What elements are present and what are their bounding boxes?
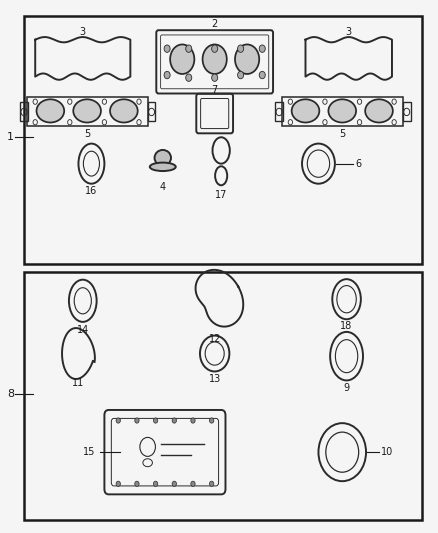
- Circle shape: [172, 481, 177, 487]
- Circle shape: [170, 44, 194, 74]
- Ellipse shape: [73, 99, 101, 123]
- Circle shape: [172, 418, 177, 423]
- Text: 3: 3: [80, 27, 86, 37]
- Bar: [148, 102, 155, 122]
- Circle shape: [135, 418, 139, 423]
- Circle shape: [186, 74, 192, 82]
- Bar: [27, 98, 148, 126]
- Text: 13: 13: [208, 374, 221, 384]
- Text: 2: 2: [212, 19, 218, 29]
- Ellipse shape: [36, 99, 64, 123]
- Bar: [20, 102, 28, 122]
- Text: 5: 5: [84, 130, 90, 139]
- Text: 6: 6: [355, 159, 361, 168]
- Text: 11: 11: [72, 378, 85, 389]
- Bar: [275, 102, 283, 122]
- Bar: [25, 272, 422, 520]
- Circle shape: [237, 71, 244, 79]
- Circle shape: [212, 74, 218, 82]
- Circle shape: [186, 45, 192, 52]
- Circle shape: [153, 418, 158, 423]
- Text: 3: 3: [346, 27, 352, 37]
- Circle shape: [209, 481, 214, 487]
- Bar: [25, 16, 422, 264]
- Circle shape: [191, 418, 195, 423]
- Text: 15: 15: [83, 447, 96, 457]
- Ellipse shape: [292, 99, 319, 123]
- Ellipse shape: [150, 163, 176, 171]
- Ellipse shape: [328, 99, 356, 123]
- Circle shape: [209, 418, 214, 423]
- Ellipse shape: [365, 99, 393, 123]
- Circle shape: [135, 481, 139, 487]
- Circle shape: [153, 481, 158, 487]
- Text: 12: 12: [208, 334, 221, 344]
- Circle shape: [202, 44, 227, 74]
- Text: 9: 9: [343, 383, 350, 392]
- Bar: [282, 98, 403, 126]
- Circle shape: [259, 71, 265, 79]
- Circle shape: [164, 45, 170, 52]
- Text: 16: 16: [85, 186, 98, 196]
- Circle shape: [164, 71, 170, 79]
- Text: 17: 17: [215, 190, 227, 200]
- Circle shape: [237, 45, 244, 52]
- Circle shape: [116, 481, 120, 487]
- Circle shape: [116, 418, 120, 423]
- Bar: [403, 102, 410, 122]
- Text: 14: 14: [77, 325, 89, 335]
- Text: 4: 4: [160, 182, 166, 192]
- Circle shape: [235, 44, 259, 74]
- Text: 8: 8: [7, 389, 14, 399]
- Ellipse shape: [110, 99, 138, 123]
- Ellipse shape: [155, 150, 171, 166]
- Circle shape: [212, 45, 218, 52]
- Text: 10: 10: [381, 447, 393, 457]
- Text: 5: 5: [339, 130, 346, 139]
- Circle shape: [191, 481, 195, 487]
- Text: 7: 7: [212, 85, 218, 95]
- Text: 18: 18: [340, 321, 353, 332]
- Text: 1: 1: [7, 132, 14, 142]
- Circle shape: [259, 45, 265, 52]
